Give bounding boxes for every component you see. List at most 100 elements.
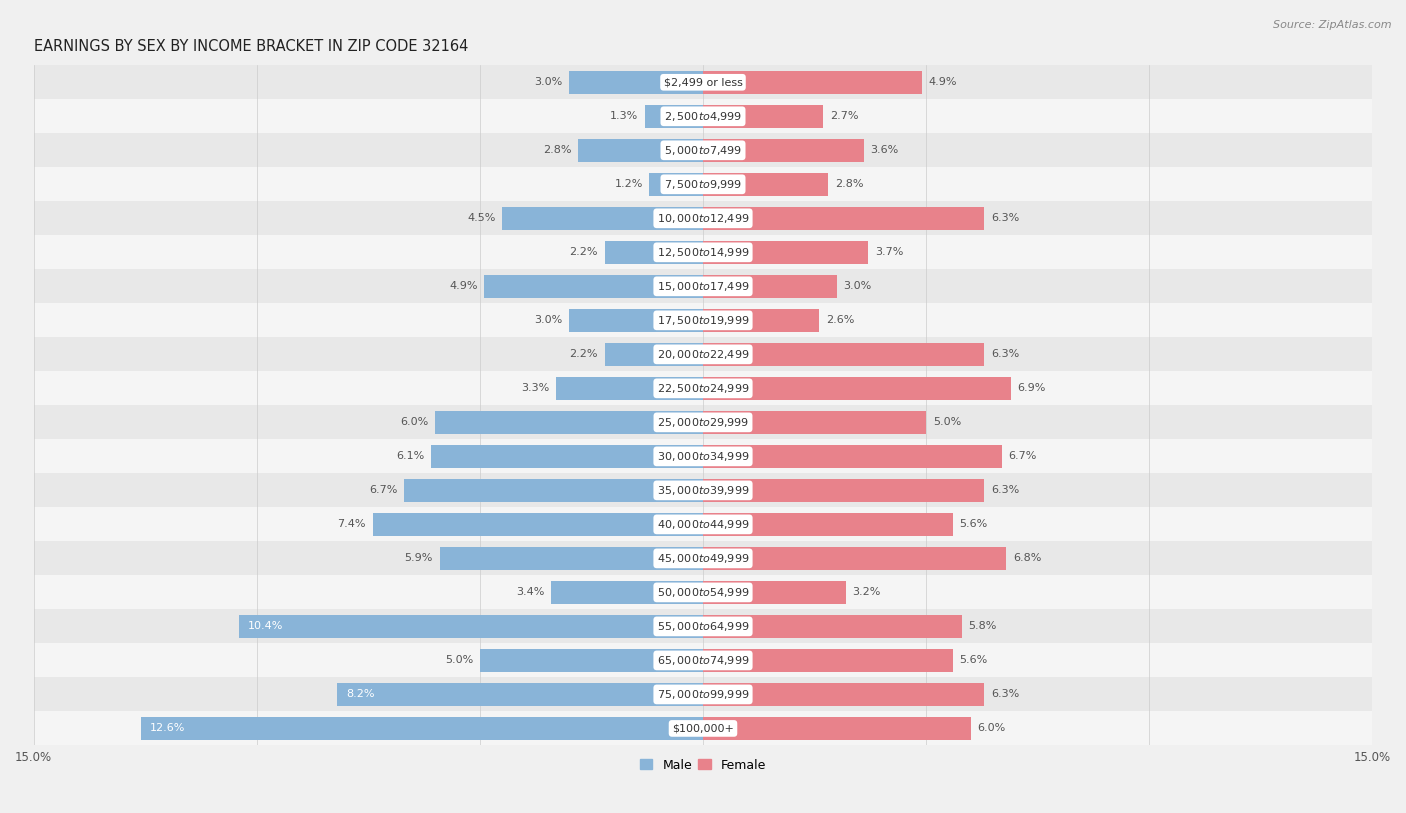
Text: $15,000 to $17,499: $15,000 to $17,499 <box>657 280 749 293</box>
Text: 3.3%: 3.3% <box>520 384 548 393</box>
Bar <box>34 372 1372 406</box>
Text: 4.9%: 4.9% <box>449 281 478 291</box>
Text: 2.2%: 2.2% <box>569 350 598 359</box>
Bar <box>703 445 1002 468</box>
Bar <box>484 275 703 298</box>
Text: Source: ZipAtlas.com: Source: ZipAtlas.com <box>1274 20 1392 30</box>
Bar <box>34 99 1372 133</box>
Text: 6.0%: 6.0% <box>977 724 1005 733</box>
Text: 2.7%: 2.7% <box>830 111 859 121</box>
Bar <box>703 241 868 264</box>
Bar <box>34 269 1372 303</box>
Text: 6.3%: 6.3% <box>991 350 1019 359</box>
Text: 6.8%: 6.8% <box>1014 554 1042 563</box>
Text: $2,500 to $4,999: $2,500 to $4,999 <box>664 110 742 123</box>
Text: 5.0%: 5.0% <box>932 417 962 428</box>
Bar <box>703 105 824 128</box>
Bar <box>703 71 922 93</box>
Text: 6.3%: 6.3% <box>991 485 1019 495</box>
Text: 3.6%: 3.6% <box>870 146 898 155</box>
Bar <box>555 376 703 400</box>
Bar <box>605 241 703 264</box>
Bar <box>703 275 837 298</box>
Bar <box>34 473 1372 507</box>
Bar <box>34 711 1372 746</box>
Text: 6.7%: 6.7% <box>1008 451 1038 461</box>
Bar <box>703 717 970 740</box>
Text: $7,500 to $9,999: $7,500 to $9,999 <box>664 178 742 191</box>
Bar <box>502 207 703 230</box>
Bar <box>34 202 1372 235</box>
Text: 2.8%: 2.8% <box>835 180 863 189</box>
Text: 1.2%: 1.2% <box>614 180 643 189</box>
Text: 5.6%: 5.6% <box>960 520 988 529</box>
Bar <box>703 343 984 366</box>
Text: 6.9%: 6.9% <box>1018 384 1046 393</box>
Bar <box>34 576 1372 610</box>
Bar <box>141 717 703 740</box>
Bar <box>703 479 984 502</box>
Text: $5,000 to $7,499: $5,000 to $7,499 <box>664 144 742 157</box>
Bar <box>569 309 703 332</box>
Text: $30,000 to $34,999: $30,000 to $34,999 <box>657 450 749 463</box>
Text: 3.7%: 3.7% <box>875 247 903 258</box>
Bar <box>436 411 703 434</box>
Bar <box>404 479 703 502</box>
Text: 4.9%: 4.9% <box>928 77 957 87</box>
Bar <box>34 643 1372 677</box>
Text: 2.8%: 2.8% <box>543 146 571 155</box>
Text: $20,000 to $22,499: $20,000 to $22,499 <box>657 348 749 361</box>
Text: 2.6%: 2.6% <box>825 315 853 325</box>
Bar <box>703 172 828 196</box>
Bar <box>34 303 1372 337</box>
Bar <box>373 513 703 536</box>
Text: $45,000 to $49,999: $45,000 to $49,999 <box>657 552 749 565</box>
Bar <box>34 541 1372 576</box>
Bar <box>34 677 1372 711</box>
Text: 6.3%: 6.3% <box>991 213 1019 224</box>
Text: EARNINGS BY SEX BY INCOME BRACKET IN ZIP CODE 32164: EARNINGS BY SEX BY INCOME BRACKET IN ZIP… <box>34 39 468 54</box>
Bar <box>703 683 984 706</box>
Bar <box>34 167 1372 202</box>
Bar <box>703 376 1011 400</box>
Text: $10,000 to $12,499: $10,000 to $12,499 <box>657 212 749 225</box>
Text: 6.1%: 6.1% <box>396 451 425 461</box>
Text: $35,000 to $39,999: $35,000 to $39,999 <box>657 484 749 497</box>
Text: 10.4%: 10.4% <box>247 621 283 632</box>
Text: $55,000 to $64,999: $55,000 to $64,999 <box>657 620 749 633</box>
Bar <box>645 105 703 128</box>
Bar <box>551 580 703 604</box>
Text: $17,500 to $19,999: $17,500 to $19,999 <box>657 314 749 327</box>
Bar <box>239 615 703 638</box>
Text: 5.0%: 5.0% <box>444 655 474 665</box>
Text: $50,000 to $54,999: $50,000 to $54,999 <box>657 586 749 599</box>
Bar <box>703 580 846 604</box>
Bar <box>430 445 703 468</box>
Bar <box>605 343 703 366</box>
Bar <box>34 439 1372 473</box>
Bar <box>703 649 953 672</box>
Text: $2,499 or less: $2,499 or less <box>664 77 742 87</box>
Bar <box>34 610 1372 643</box>
Bar <box>34 65 1372 99</box>
Bar <box>479 649 703 672</box>
Bar <box>650 172 703 196</box>
Text: 3.0%: 3.0% <box>844 281 872 291</box>
Text: 3.2%: 3.2% <box>852 588 882 598</box>
Text: $25,000 to $29,999: $25,000 to $29,999 <box>657 416 749 429</box>
Text: 1.3%: 1.3% <box>610 111 638 121</box>
Text: $75,000 to $99,999: $75,000 to $99,999 <box>657 688 749 701</box>
Text: 3.4%: 3.4% <box>516 588 544 598</box>
Bar <box>703 513 953 536</box>
Text: $22,500 to $24,999: $22,500 to $24,999 <box>657 382 749 395</box>
Bar <box>703 207 984 230</box>
Bar <box>578 139 703 162</box>
Bar <box>703 309 820 332</box>
Text: 4.5%: 4.5% <box>467 213 495 224</box>
Bar <box>569 71 703 93</box>
Bar <box>34 337 1372 372</box>
Text: $12,500 to $14,999: $12,500 to $14,999 <box>657 246 749 259</box>
Text: 6.7%: 6.7% <box>368 485 398 495</box>
Legend: Male, Female: Male, Female <box>636 754 770 776</box>
Bar <box>337 683 703 706</box>
